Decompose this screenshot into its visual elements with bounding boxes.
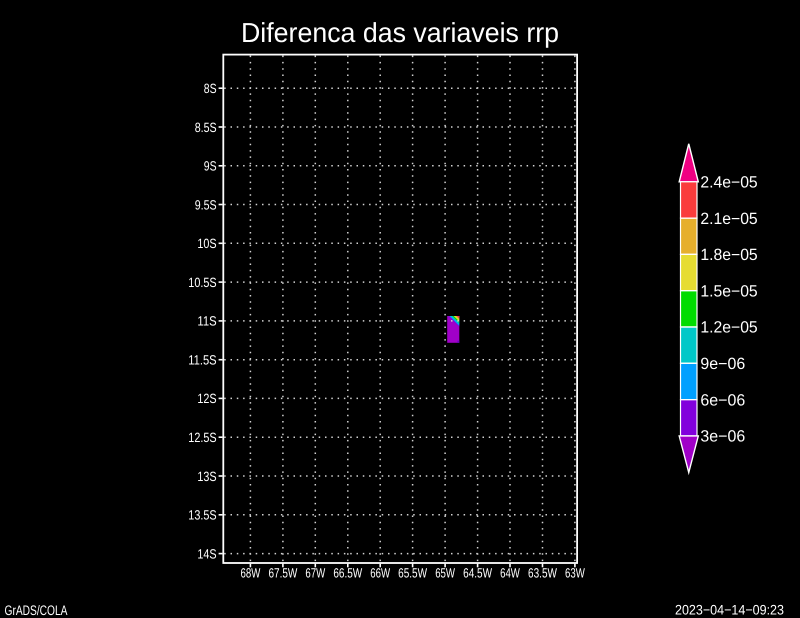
svg-text:63W: 63W xyxy=(565,566,585,581)
svg-text:6e−06: 6e−06 xyxy=(700,391,745,409)
svg-text:67W: 67W xyxy=(305,566,325,581)
svg-text:13.5S: 13.5S xyxy=(188,508,216,523)
svg-text:3e−06: 3e−06 xyxy=(700,428,745,446)
svg-text:13S: 13S xyxy=(197,469,216,484)
svg-text:1.2e−05: 1.2e−05 xyxy=(700,319,757,337)
svg-text:2.1e−05: 2.1e−05 xyxy=(700,210,757,228)
svg-text:11.5S: 11.5S xyxy=(188,353,216,368)
svg-text:12.5S: 12.5S xyxy=(188,430,216,445)
svg-text:9S: 9S xyxy=(204,159,217,174)
svg-text:66.5W: 66.5W xyxy=(333,566,362,581)
svg-text:65.5W: 65.5W xyxy=(398,566,427,581)
svg-text:2023−04−14−09:23: 2023−04−14−09:23 xyxy=(675,603,784,618)
svg-text:Diferenca das variaveis rrp: Diferenca das variaveis rrp xyxy=(241,17,559,48)
svg-text:65W: 65W xyxy=(435,566,455,581)
svg-text:14S: 14S xyxy=(197,546,216,561)
svg-text:12S: 12S xyxy=(197,391,216,406)
svg-text:10S: 10S xyxy=(197,236,216,251)
svg-text:9e−06: 9e−06 xyxy=(700,355,745,373)
svg-text:67.5W: 67.5W xyxy=(268,566,297,581)
svg-text:10.5S: 10.5S xyxy=(188,275,216,290)
svg-text:GrADS/COLA: GrADS/COLA xyxy=(5,603,69,618)
svg-text:63.5W: 63.5W xyxy=(528,566,557,581)
svg-text:11S: 11S xyxy=(197,314,216,329)
svg-text:1.8e−05: 1.8e−05 xyxy=(700,246,757,264)
svg-text:64.5W: 64.5W xyxy=(463,566,492,581)
svg-text:8S: 8S xyxy=(204,81,217,96)
svg-text:1.5e−05: 1.5e−05 xyxy=(700,282,757,300)
svg-text:8.5S: 8.5S xyxy=(195,120,217,135)
svg-text:2.4e−05: 2.4e−05 xyxy=(700,174,757,192)
svg-text:66W: 66W xyxy=(370,566,390,581)
svg-text:64W: 64W xyxy=(500,566,520,581)
svg-text:9.5S: 9.5S xyxy=(195,197,217,212)
svg-text:68W: 68W xyxy=(241,566,261,581)
